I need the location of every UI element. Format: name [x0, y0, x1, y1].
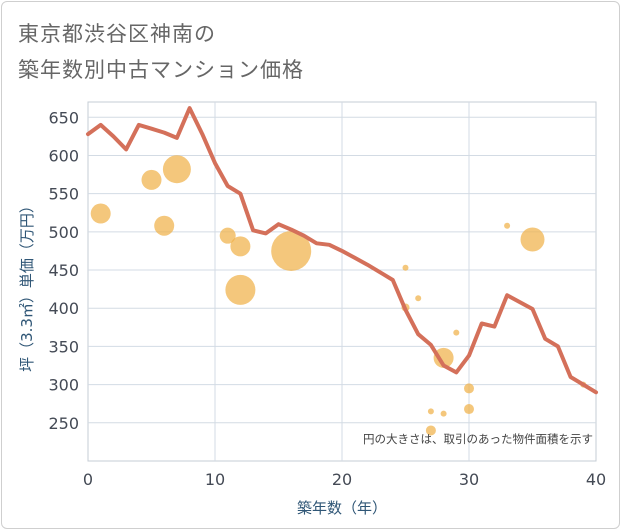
bubble-point	[433, 347, 454, 368]
bubble-point	[162, 155, 191, 184]
bubble-point	[154, 215, 175, 236]
bubble-point	[440, 410, 447, 417]
y-tick-label: 250	[48, 414, 79, 433]
bubble-point	[90, 203, 111, 224]
chart-title-line-2: 築年数別中古マンション価格	[18, 58, 304, 82]
bubble-point	[230, 236, 251, 257]
y-tick-label: 400	[48, 299, 79, 318]
bubble-point	[225, 274, 256, 305]
grid-lines	[88, 102, 596, 461]
x-axis-title: 築年数（年）	[297, 499, 387, 517]
price-line	[86, 106, 598, 395]
bubble-point	[504, 222, 511, 229]
bubble-point	[271, 230, 312, 271]
bubble-point	[464, 383, 474, 394]
y-tick-label: 550	[48, 185, 79, 204]
size-note: 円の大きさは、取引のあった物件面積を示す	[363, 432, 593, 446]
y-tick-label: 450	[48, 261, 79, 280]
bubble-point	[141, 169, 162, 190]
y-tick-label: 650	[48, 108, 79, 127]
chart-title-line-1: 東京都渋谷区神南の	[18, 22, 216, 46]
x-tick-label: 20	[332, 470, 352, 489]
bubble-point	[415, 295, 422, 302]
bubble-point	[464, 404, 474, 415]
y-tick-labels: 250 300 350 400 450 500 550 600 650	[48, 108, 79, 433]
y-tick-label: 500	[48, 223, 79, 242]
x-tick-label: 0	[83, 470, 93, 489]
y-axis-title: 坪（3.3㎡）単価（万円）	[18, 198, 36, 372]
chart-title: 東京都渋谷区神南の 築年数別中古マンション価格	[18, 16, 304, 88]
bubble-series	[90, 155, 587, 436]
bubble-point	[425, 425, 436, 436]
bubble-point	[453, 329, 460, 336]
y-tick-label: 350	[48, 337, 79, 356]
x-tick-label: 40	[586, 470, 606, 489]
bubble-point	[520, 227, 545, 252]
bubble-point	[402, 264, 409, 271]
x-tick-labels: 0 10 20 30 40	[83, 470, 606, 489]
x-tick-label: 10	[205, 470, 225, 489]
x-tick-label: 30	[459, 470, 479, 489]
price-line-series	[86, 106, 598, 395]
bubble-point	[219, 227, 236, 244]
y-tick-label: 300	[48, 376, 79, 395]
bubble-point	[427, 408, 434, 415]
y-tick-label: 600	[48, 146, 79, 165]
